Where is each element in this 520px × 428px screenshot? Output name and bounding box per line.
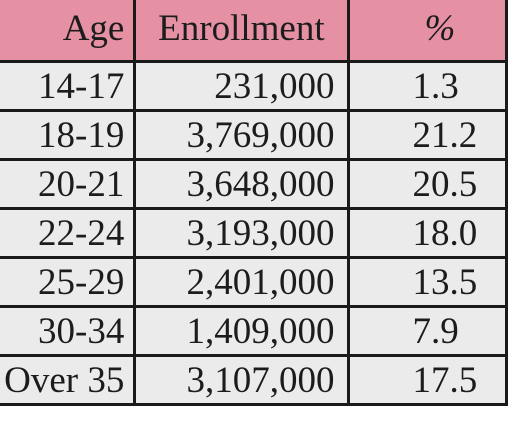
header-age: Age (0, 0, 137, 63)
enrollment-by-age-table: Age Enrollment % 14-17 231,000 1.3 18-19 3,7… (0, 0, 508, 406)
age-cell: 18-19 (0, 109, 137, 161)
table-row: 22-24 3,193,000 18.0 (0, 207, 508, 259)
age-cell: 20-21 (0, 158, 137, 210)
enrollment-cell: 3,769,000 (133, 109, 351, 161)
percent-cell: 13.5 (347, 256, 508, 308)
table-body: 14-17 231,000 1.3 18-19 3,769,000 21.2 20-21 3,… (0, 60, 508, 406)
enrollment-cell: 3,107,000 (133, 354, 351, 406)
percent-cell: 18.0 (347, 207, 508, 259)
table-header: Age Enrollment % (0, 0, 508, 63)
age-cell: 22-24 (0, 207, 137, 259)
table-row: 25-29 2,401,000 13.5 (0, 256, 508, 308)
age-cell: 25-29 (0, 256, 137, 308)
enrollment-cell: 3,648,000 (133, 158, 351, 210)
percent-cell: 7.9 (347, 305, 508, 357)
percent-cell: 20.5 (347, 158, 508, 210)
enrollment-cell: 2,401,000 (133, 256, 351, 308)
header-enrollment: Enrollment (133, 0, 351, 63)
table-row: 14-17 231,000 1.3 (0, 60, 508, 112)
table-row: 30-34 1,409,000 7.9 (0, 305, 508, 357)
age-cell: 30-34 (0, 305, 137, 357)
table-row: Over 35 3,107,000 17.5 (0, 354, 508, 406)
header-percent: % (347, 0, 508, 63)
enrollment-cell: 1,409,000 (133, 305, 351, 357)
percent-cell: 21.2 (347, 109, 508, 161)
percent-cell: 17.5 (347, 354, 508, 406)
percent-cell: 1.3 (347, 60, 508, 112)
enrollment-cell: 3,193,000 (133, 207, 351, 259)
age-cell: Over 35 (0, 354, 137, 406)
table-row: 20-21 3,648,000 20.5 (0, 158, 508, 210)
table-row: 18-19 3,769,000 21.2 (0, 109, 508, 161)
header-row: Age Enrollment % (0, 0, 508, 63)
age-cell: 14-17 (0, 60, 137, 112)
enrollment-cell: 231,000 (133, 60, 351, 112)
